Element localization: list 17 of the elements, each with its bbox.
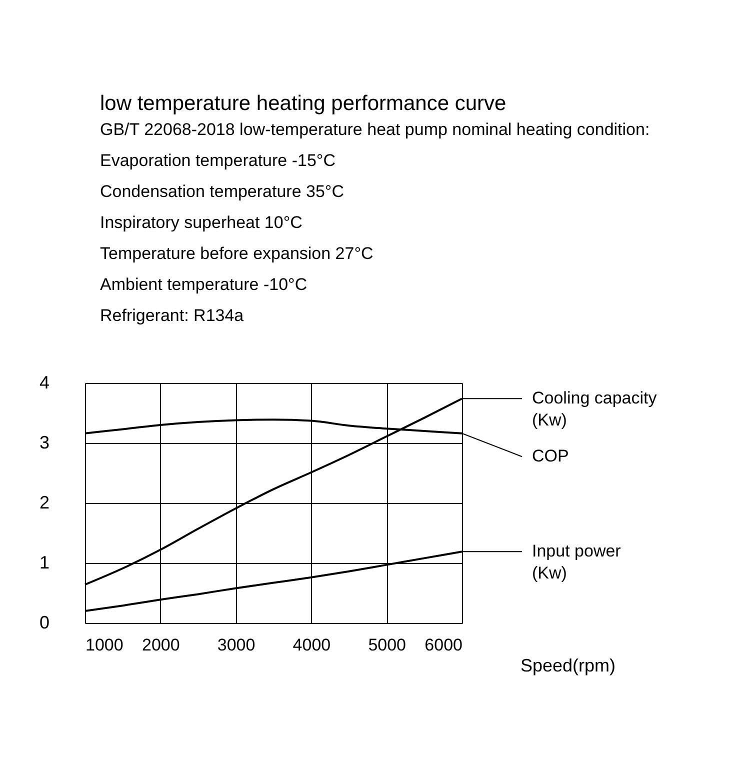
chart-title: low temperature heating performance curve [100, 92, 506, 115]
y-tick-label: 4 [39, 372, 50, 392]
x-tick-label: 6000 [424, 636, 462, 654]
x-tick-label: 3000 [217, 636, 256, 654]
legend-label: Cooling capacity(Kw) [532, 388, 658, 430]
y-tick-label: 0 [39, 612, 50, 632]
x-tick-label: 4000 [292, 636, 331, 654]
y-tick-label: 2 [39, 492, 50, 512]
legend-label: Input power(Kw) [532, 542, 622, 583]
y-tick-label: 3 [39, 432, 50, 452]
legend-label: COP [532, 446, 569, 466]
x-tick-label: 5000 [368, 636, 406, 654]
chart-subtitle: GB/T 22068-2018 low-temperature heat pump nominal heating condition: Evaporation temperature -15°C Condensation temperature 35°C Inspiratory superheat 10°C Temperature before expansion 27°C Ambient temperature -10°C Refrigerant: R134a [100, 120, 650, 325]
x-tick-label: 2000 [142, 636, 180, 654]
y-tick-label: 1 [39, 552, 50, 572]
x-tick-label: 1000 [86, 636, 124, 654]
x-axis-title: Speed(rpm) [520, 656, 616, 676]
